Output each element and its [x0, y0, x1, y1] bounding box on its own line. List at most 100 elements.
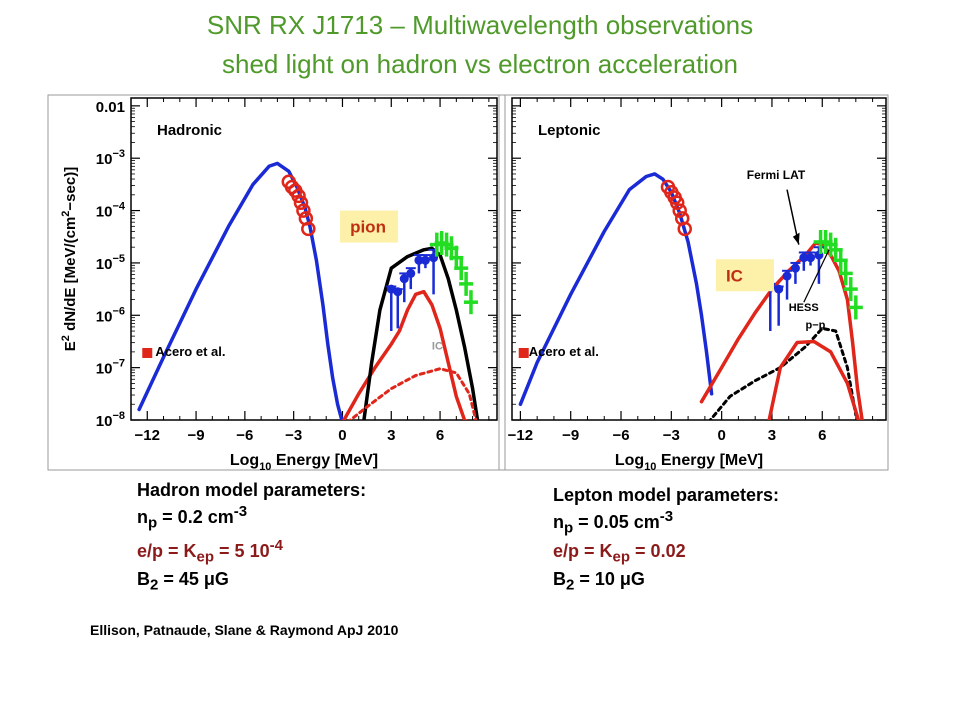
y-tick-label-base: 10 [96, 204, 113, 221]
x-tick-label: 3 [768, 427, 776, 444]
lepton-b-base: B [553, 569, 566, 590]
y-axis-label: E2 dN/dE [MeV/(cm2−sec)] [60, 167, 79, 351]
fermi-point [782, 271, 792, 281]
annotation-label: IC [432, 340, 443, 352]
plot-data [137, 161, 480, 420]
hadron-b-base: B [137, 569, 150, 590]
x-tick-label: −9 [188, 427, 205, 444]
y-tick-label: 0.01 [96, 99, 125, 116]
xray-point [293, 195, 309, 210]
x-tick-label: 6 [436, 427, 444, 444]
x-tick-label: 0 [717, 427, 725, 444]
x-axis-label-rest: Energy [MeV] [271, 452, 378, 469]
y-tick-label-base: 10 [96, 361, 113, 378]
plot-area [130, 97, 498, 421]
x-axis-label-rest: Energy [MeV] [656, 452, 763, 469]
xray-point [291, 188, 306, 204]
plot-area [511, 97, 887, 421]
y-tick-label-base: 10 [96, 413, 113, 430]
total-curve [362, 246, 480, 420]
lepton-params: Lepton model parameters: np = 0.05 cm-3 … [553, 484, 779, 597]
hadron-params-heading: Hadron model parameters: [137, 480, 367, 500]
xray-point [677, 221, 692, 237]
y-tick-label-base: 0.01 [96, 99, 125, 116]
panel-label: Hadronic [157, 122, 222, 139]
lepton-b: B2 = 10 μG [553, 568, 779, 597]
lepton-b-sub: 2 [566, 576, 575, 594]
plot-data [518, 172, 864, 420]
x-tick-label: 3 [387, 427, 395, 444]
x-tick-label: 6 [818, 427, 826, 444]
fermi-point [806, 253, 816, 263]
lepton-np: np = 0.05 cm-3 [553, 506, 779, 540]
annotation-label: Acero et al. [155, 344, 225, 359]
xray-point [669, 195, 685, 210]
y-tick-label-exp: −4 [112, 201, 125, 213]
hadron-kep-sub: ep [196, 548, 215, 566]
y-tick-label-base: 10 [96, 308, 113, 325]
hadron-kep-sup: -4 [269, 536, 283, 554]
y-tick-label: 10−5 [96, 253, 125, 273]
lepton-np-sup: -3 [659, 508, 674, 525]
x-tick-label: −12 [135, 427, 160, 444]
y-tick-label-exp: −3 [112, 148, 125, 160]
callout-text: IC [726, 266, 743, 285]
hadron-kep-base: e/p = K [137, 540, 197, 561]
synchrotron-curve [518, 172, 714, 407]
total-curve [708, 326, 858, 420]
fermi-point [799, 253, 809, 263]
lepton-kep: e/p = Kep = 0.02 [553, 540, 779, 569]
lepton-np-value: = 0.05 cm [573, 512, 660, 532]
panel-hadronic: −12 −9 −6 −3 0 3 60.0110−310−410−510−610−710−8… [60, 97, 498, 473]
y-axis-label-mid: dN/dE [MeV/(cm [62, 217, 79, 335]
hadron-kep: e/p = Kep = 5 10-4 [137, 535, 366, 569]
hadron-np-base: n [137, 507, 148, 527]
y-tick-label-base: 10 [96, 151, 113, 168]
hadron-kep-value: = 5 10 [214, 540, 270, 561]
fermi-point [406, 268, 416, 278]
callout-text: pion [350, 218, 386, 237]
y-axis-label-sup2: 2 [60, 211, 72, 217]
hadron-np-value: = 0.2 cm [157, 507, 234, 527]
hadron-np: np = 0.2 cm-3 [137, 501, 366, 535]
x-tick-label: −6 [612, 427, 629, 444]
lepton-kep-sub: ep [612, 548, 631, 566]
hadron-b: B2 = 45 μG [137, 568, 366, 597]
radio-point [518, 347, 529, 358]
fermi-point [393, 287, 403, 297]
fermi-arrow-head [792, 232, 800, 245]
hadron-params: Hadron model parameters: np = 0.2 cm-3 e… [137, 479, 366, 597]
radio-point [142, 347, 153, 358]
y-tick-label-exp: −8 [112, 410, 125, 422]
fermi-point [420, 255, 430, 265]
hadron-np-sub: p [148, 514, 158, 532]
lepton-kep-base: e/p = K [553, 540, 613, 561]
y-tick-label: 10−3 [96, 148, 125, 168]
x-axis-label-base: Log [615, 452, 644, 469]
pion-curve [767, 339, 861, 420]
y-tick-label: 10−4 [96, 201, 126, 221]
lepton-np-base: n [553, 512, 564, 532]
fermi-point [414, 255, 424, 265]
fermi-point [790, 263, 800, 273]
x-axis-label-base: Log [230, 452, 259, 469]
xray-point [296, 203, 311, 218]
slide-title-line2: shed light on hadron vs electron acceler… [222, 49, 738, 79]
xray-point [301, 221, 316, 237]
citation: Ellison, Patnaude, Slane & Raymond ApJ 2… [90, 622, 399, 638]
lepton-b-value: = 10 μG [574, 569, 645, 590]
lepton-params-heading: Lepton model parameters: [553, 485, 780, 505]
x-tick-label: −6 [236, 427, 253, 444]
x-axis-label: Log10 Energy [MeV] [230, 452, 378, 473]
x-axis-label-sub: 10 [644, 461, 656, 473]
x-tick-label: −3 [285, 427, 302, 444]
hadron-b-value: = 45 μG [158, 569, 229, 590]
annotation-label: Fermi LAT [747, 168, 806, 182]
y-tick-label-base: 10 [96, 256, 113, 273]
y-tick-label: 10−6 [96, 305, 125, 325]
hadron-np-sup: -3 [233, 503, 248, 520]
y-tick-label: 10−8 [96, 410, 125, 430]
y-axis-label-sup: 2 [60, 335, 72, 341]
x-axis-label-sub: 10 [259, 461, 271, 473]
y-tick-label-exp: −7 [112, 358, 125, 370]
